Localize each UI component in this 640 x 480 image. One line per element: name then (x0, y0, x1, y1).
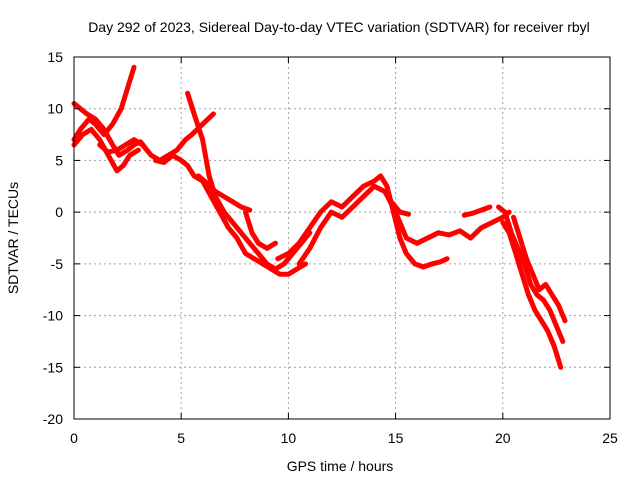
series-line-arc-11 (382, 189, 411, 217)
x-tick-label: 5 (177, 430, 185, 446)
y-tick-label: -5 (51, 256, 64, 272)
x-tick-label: 20 (495, 430, 511, 446)
x-axis-label: GPS time / hours (287, 458, 394, 474)
y-tick-label: 10 (47, 101, 63, 117)
series-line-arc-4 (97, 111, 216, 163)
chart-title: Day 292 of 2023, Sidereal Day-to-day VTE… (88, 19, 590, 35)
series-line-arc-9 (275, 173, 450, 270)
x-tick-labels: 0 5 10 15 20 25 (70, 430, 618, 446)
y-tick-label: -10 (43, 308, 63, 324)
y-tick-labels: -20 -15 -10 -5 0 5 10 15 (43, 49, 63, 427)
y-tick-label: -15 (43, 359, 63, 375)
y-tick-label: 5 (55, 152, 63, 168)
series-line-arc-14 (496, 204, 566, 344)
series-line-arc-12 (414, 209, 512, 246)
series-line-arc-8 (243, 209, 278, 251)
grid-lines (74, 57, 610, 419)
x-tick-label: 15 (388, 430, 404, 446)
series-line-arc-15 (500, 220, 564, 370)
y-tick-label: -20 (43, 411, 63, 427)
series-line-arc-16 (511, 214, 568, 324)
y-tick-label: 0 (55, 204, 63, 220)
y-tick-label: 15 (47, 49, 63, 65)
plot-frame (73, 56, 611, 420)
series-line-arc-5 (153, 152, 309, 277)
axis-ticks (73, 56, 611, 420)
x-tick-label: 0 (70, 430, 78, 446)
data-series (71, 64, 568, 370)
y-axis-label: SDTVAR / TECUs (5, 182, 21, 294)
series-line-arc-13 (461, 204, 493, 218)
series-line-arc-1 (71, 64, 137, 143)
series-line-arc-3 (71, 126, 141, 174)
series-line-arc-10 (296, 183, 441, 267)
series-line-arc-6 (185, 90, 313, 272)
series-line-arc-7 (195, 173, 253, 213)
x-tick-label: 10 (281, 430, 297, 446)
x-tick-label: 25 (602, 430, 618, 446)
